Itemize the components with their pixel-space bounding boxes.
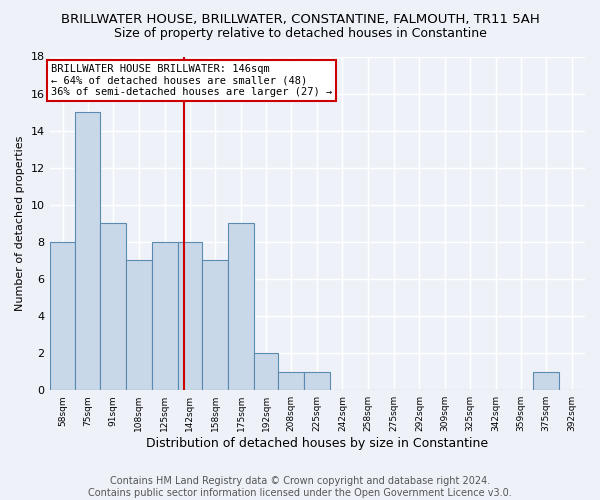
Text: Size of property relative to detached houses in Constantine: Size of property relative to detached ho… xyxy=(113,28,487,40)
Bar xyxy=(126,260,152,390)
Bar xyxy=(152,242,178,390)
Bar xyxy=(100,224,126,390)
Bar xyxy=(533,372,559,390)
Text: Contains HM Land Registry data © Crown copyright and database right 2024.
Contai: Contains HM Land Registry data © Crown c… xyxy=(88,476,512,498)
X-axis label: Distribution of detached houses by size in Constantine: Distribution of detached houses by size … xyxy=(146,437,488,450)
Bar xyxy=(76,112,100,390)
Bar xyxy=(202,260,228,390)
Bar xyxy=(254,353,278,390)
Y-axis label: Number of detached properties: Number of detached properties xyxy=(15,136,25,311)
Bar xyxy=(228,224,254,390)
Bar xyxy=(304,372,330,390)
Bar xyxy=(50,242,76,390)
Text: BRILLWATER HOUSE, BRILLWATER, CONSTANTINE, FALMOUTH, TR11 5AH: BRILLWATER HOUSE, BRILLWATER, CONSTANTIN… xyxy=(61,12,539,26)
Text: BRILLWATER HOUSE BRILLWATER: 146sqm
← 64% of detached houses are smaller (48)
36: BRILLWATER HOUSE BRILLWATER: 146sqm ← 64… xyxy=(51,64,332,97)
Bar xyxy=(278,372,304,390)
Bar xyxy=(178,242,202,390)
